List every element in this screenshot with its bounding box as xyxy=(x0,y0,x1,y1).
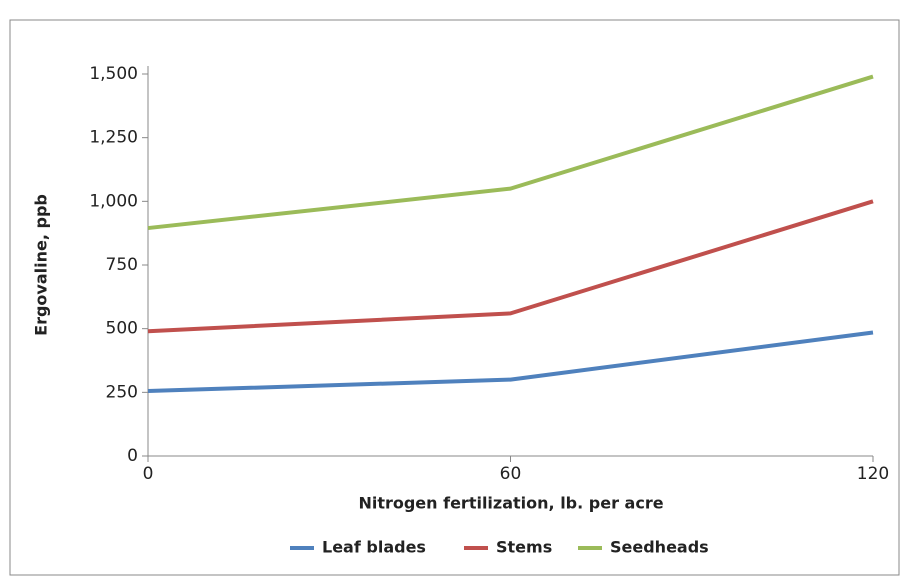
x-tick-label: 60 xyxy=(500,464,522,484)
series-line xyxy=(147,330,874,394)
y-tick-label: 1,500 xyxy=(89,64,138,84)
y-tick-label: 500 xyxy=(106,319,138,339)
y-tick-label: 0 xyxy=(127,446,138,466)
chart-frame xyxy=(9,19,900,576)
x-tick-label: 120 xyxy=(857,464,889,484)
legend-label: Seedheads xyxy=(610,538,709,557)
x-axis-label: Nitrogen fertilization, lb. per acre xyxy=(358,494,663,513)
legend-label: Stems xyxy=(496,538,552,557)
y-tick-label: 250 xyxy=(106,382,138,402)
y-axis-label: Ergovaline, ppb xyxy=(32,194,51,336)
y-tick-label: 1,250 xyxy=(89,128,138,148)
y-tick-label: 750 xyxy=(106,255,138,275)
series-line xyxy=(147,199,874,334)
y-tick-label: 1,000 xyxy=(89,191,138,211)
legend-label: Leaf blades xyxy=(322,538,426,557)
series-line xyxy=(147,74,874,231)
x-tick-label: 0 xyxy=(143,464,154,484)
